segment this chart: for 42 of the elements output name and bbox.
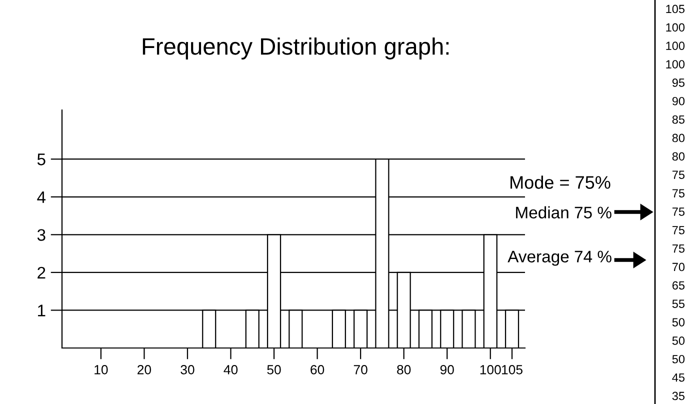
x-tick-label: 30 bbox=[180, 365, 194, 374]
text: 80 bbox=[672, 152, 685, 161]
x-tick-label: 70 bbox=[354, 365, 368, 374]
y-tick-label: 3 bbox=[37, 229, 46, 241]
text: 45 bbox=[672, 374, 685, 382]
text: 75 bbox=[672, 208, 685, 216]
text: 75 bbox=[672, 244, 685, 253]
text: 100 bbox=[666, 60, 685, 68]
y-tick-label: 1 bbox=[38, 304, 46, 316]
text: 35 bbox=[672, 392, 685, 400]
text: 65 bbox=[672, 281, 685, 290]
text: 55 bbox=[672, 300, 685, 308]
text: 75 bbox=[672, 189, 685, 198]
text: 105 bbox=[666, 4, 685, 14]
text: 85 bbox=[672, 115, 685, 124]
text: 100 bbox=[666, 23, 685, 32]
y-tick-label: 2 bbox=[38, 266, 46, 278]
x-tick-label: 50 bbox=[267, 365, 281, 374]
text: 100 bbox=[666, 42, 685, 50]
x-tick-label: 40 bbox=[224, 365, 238, 374]
text: 75 bbox=[672, 170, 685, 180]
text: 90 bbox=[672, 96, 685, 106]
text: 50 bbox=[672, 318, 685, 326]
text: 50 bbox=[672, 336, 685, 345]
x-tick-label: 100 bbox=[480, 365, 501, 374]
x-tick-label: 60 bbox=[310, 365, 324, 374]
x-tick-label: 90 bbox=[440, 365, 454, 374]
x-tick-label: 80 bbox=[397, 365, 411, 374]
y-tick-label: 4 bbox=[37, 191, 46, 203]
text: 50 bbox=[672, 354, 685, 364]
x-tick-label: 105 bbox=[502, 365, 522, 374]
x-tick-label: 10 bbox=[94, 365, 108, 374]
text: 75 bbox=[672, 226, 685, 234]
annotation: Average 74 % bbox=[508, 250, 612, 266]
y-tick-label: 5 bbox=[37, 154, 46, 166]
text: 80 bbox=[672, 134, 685, 142]
annotation: Median 75 % bbox=[516, 206, 612, 218]
text: 95 bbox=[672, 78, 685, 87]
text: 70 bbox=[672, 262, 685, 272]
x-tick-label: 20 bbox=[138, 365, 152, 374]
chart-title: Frequency Distribution graph: bbox=[142, 37, 449, 60]
annotation: Mode = 75% bbox=[510, 176, 610, 189]
